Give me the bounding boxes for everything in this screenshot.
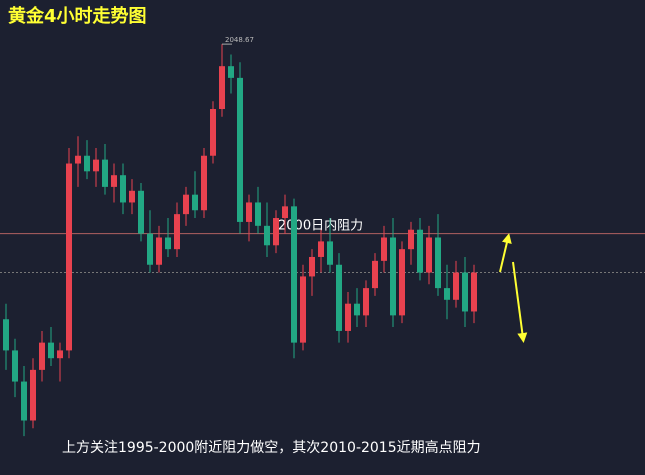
candle-body [129,190,135,203]
candle-body [93,159,99,172]
candle-body [21,381,27,421]
candle-body [255,202,261,226]
candle-body [336,264,342,331]
candle-body [57,350,63,359]
candle-body [453,272,459,300]
chart-title: 黄金4小时走势图 [8,5,147,27]
candle-body [399,249,405,316]
candle-body [444,288,450,300]
resistance-label: 2000日内阻力 [278,218,363,234]
candle-body [300,276,306,343]
candle-body [426,237,432,273]
candle-body [246,202,252,222]
candle-body [264,225,270,246]
candle-body [435,237,441,289]
candle-body [318,241,324,257]
candle-body [237,77,243,222]
candle-body [165,237,171,250]
candle-body [30,369,36,421]
candle-body [228,66,234,78]
candle-body [120,175,126,203]
arrow-up [499,233,512,273]
caption: 上方关注1995-2000附近阻力做空，其次2010-2015近期高点阻力 [62,439,481,456]
candle-body [111,175,117,187]
candle-body [210,109,216,156]
plot: 2000日内阻力 2048.67 [0,36,645,437]
peak-label: 2048.67 [225,36,254,44]
arrow-down [512,261,528,343]
candle-body [417,229,423,273]
candle-body [3,319,9,351]
candle-body [363,288,369,316]
candle-body [48,342,54,359]
candle-body [390,237,396,316]
candle-body [291,206,297,343]
candle-body [84,155,90,172]
candle-body [462,272,468,312]
candle-body [381,237,387,261]
candle-body [12,350,18,382]
candle-body [39,342,45,370]
candle-body [345,303,351,331]
candle-body [102,159,108,187]
candle-body [282,206,288,219]
candle-body [471,272,477,312]
candle-body [408,229,414,250]
candle-body [156,237,162,265]
candle-body [183,194,189,215]
candle-body [219,66,225,110]
candle-body [309,256,315,277]
candle-body [372,260,378,289]
candle-body [147,233,153,265]
candle-body [201,155,207,211]
candle-body [273,218,279,246]
candle-body [354,303,360,316]
candle-body [66,163,72,351]
candle-body [75,155,81,164]
candle-body [327,241,333,265]
candle-body [174,214,180,250]
candle-body [192,194,198,211]
candle-body [138,190,144,234]
